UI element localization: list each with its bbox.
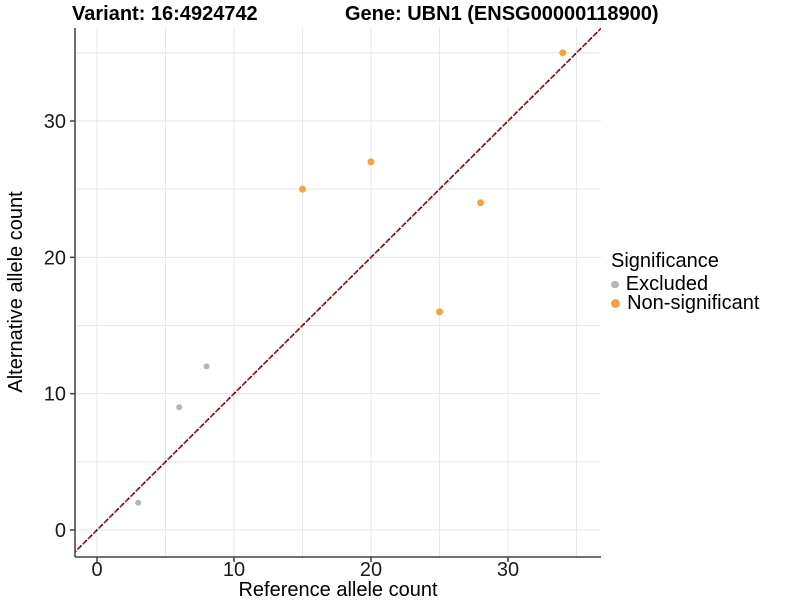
legend-item-label: Non-significant — [627, 292, 760, 314]
x-axis-title: Reference allele count — [238, 579, 437, 600]
data-point-excluded — [176, 404, 183, 411]
gene-title: Gene: UBN1 (ENSG00000118900) — [345, 3, 659, 25]
axis-titles: Reference allele count Alternative allele… — [5, 191, 438, 600]
legend-items: Excluded Non-significant — [611, 273, 760, 314]
y-tick-label: 0 — [55, 520, 66, 542]
identity-reference-line — [75, 28, 601, 554]
legend-item: Excluded — [611, 273, 759, 295]
data-point-non-significant — [367, 158, 375, 166]
legend: Significance Excluded Non-significant — [611, 250, 760, 314]
y-tick-label: 20 — [44, 247, 66, 269]
x-tick-label: 20 — [360, 559, 382, 581]
x-tick-label: 0 — [91, 559, 102, 581]
data-point-non-significant — [299, 185, 306, 193]
legend-dot — [611, 280, 619, 289]
data-point-excluded — [135, 499, 142, 506]
data-point-non-significant — [477, 199, 485, 207]
data-point-non-significant — [559, 49, 567, 57]
identity-line-dash-red — [75, 28, 601, 554]
data-point-non-significant — [436, 308, 443, 316]
axes — [70, 28, 601, 562]
y-tick-label: 30 — [44, 111, 66, 133]
gridlines — [75, 28, 601, 557]
y-tick-label: 10 — [44, 384, 66, 406]
data-point-excluded — [203, 363, 210, 370]
x-tick-label: 30 — [497, 559, 519, 581]
legend-title: Significance — [611, 250, 719, 272]
legend-dot — [611, 298, 621, 309]
variant-title: Variant: 16:4924742 — [72, 3, 258, 25]
legend-item-label: Excluded — [625, 273, 709, 295]
data-points — [135, 49, 567, 506]
legend-item: Non-significant — [611, 292, 760, 314]
tick-labels: 0 10 20 30 0 10 20 30 — [44, 111, 519, 581]
x-tick-label: 10 — [223, 559, 245, 581]
y-axis-title: Alternative allele count — [5, 191, 27, 393]
